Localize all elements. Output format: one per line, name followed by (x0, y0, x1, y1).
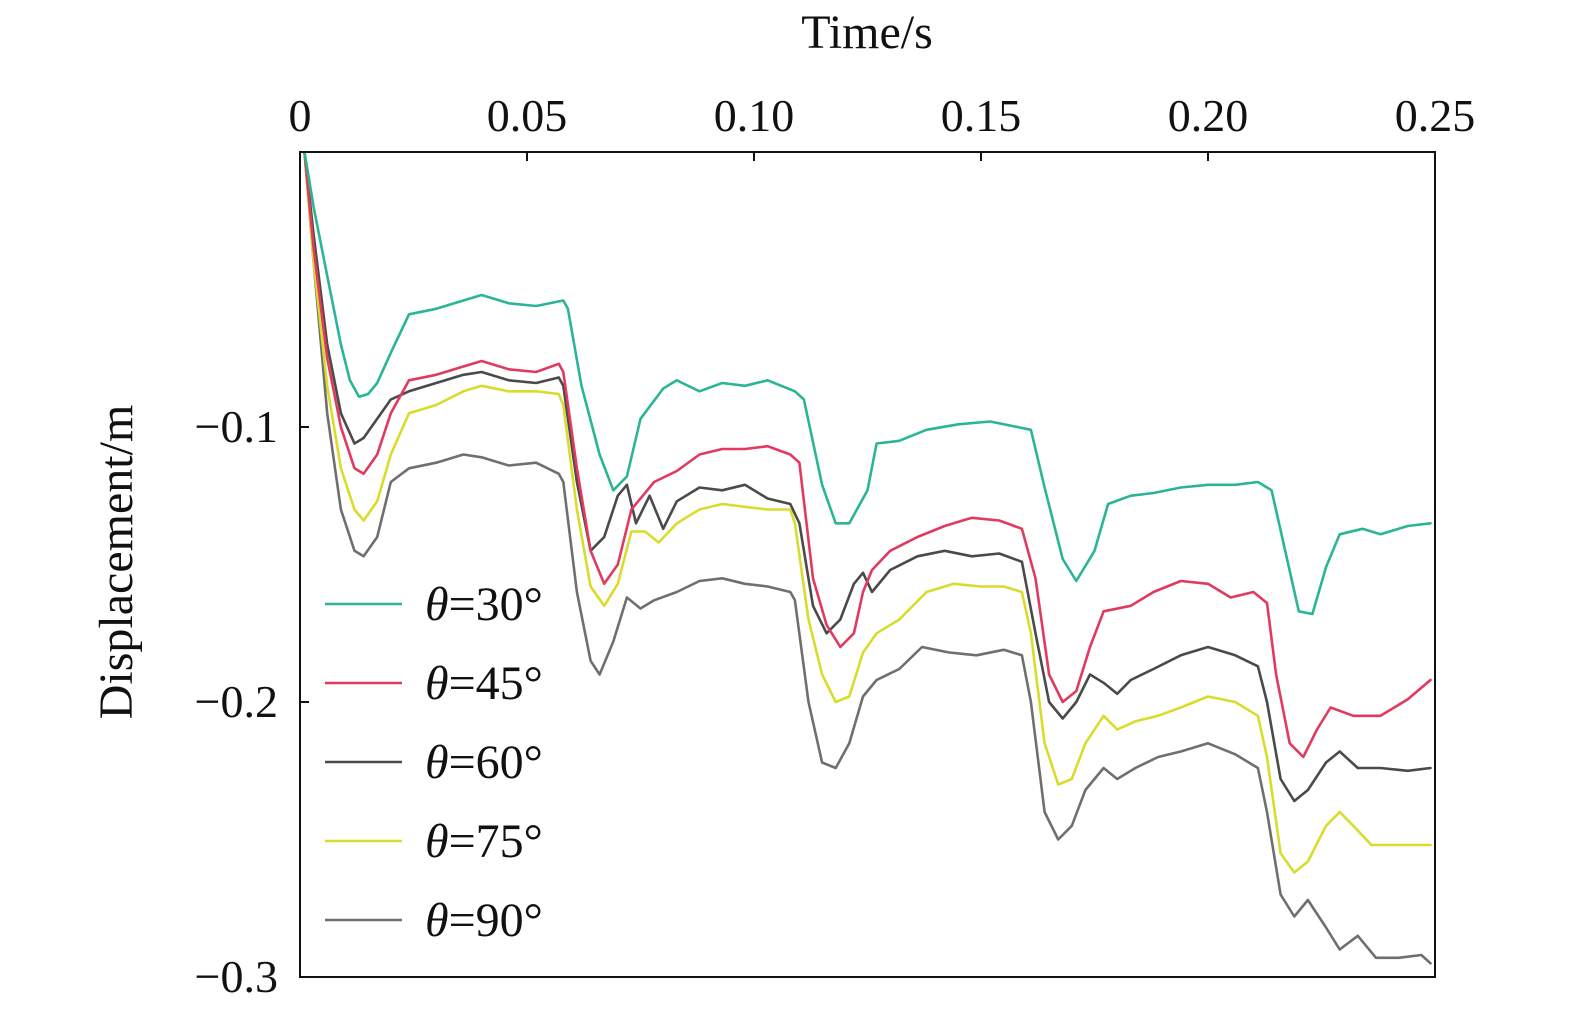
y-tick-label: −0.3 (195, 951, 278, 1002)
y-tick-label: −0.2 (195, 676, 278, 727)
series-layer (303, 152, 1432, 965)
plot-frame (299, 151, 1436, 978)
legend-theta-symbol: θ (425, 578, 449, 631)
legend-theta-symbol: θ (425, 657, 449, 710)
legend-theta-symbol: θ (425, 815, 449, 868)
x-tick-label: 0.15 (941, 90, 1022, 141)
x-tick-label: 0.25 (1395, 90, 1476, 141)
series-line-4 (303, 152, 1432, 874)
legend-label: θ=90° (425, 894, 543, 947)
x-axis-ticks: 0 0.05 0.10 0.15 0.20 0.25 (289, 90, 1476, 161)
series-line-5 (303, 152, 1432, 965)
series-line-3 (303, 152, 1432, 803)
legend-theta-symbol: θ (425, 894, 449, 947)
legend-theta-symbol: θ (425, 736, 449, 789)
legend-value: =30° (449, 578, 543, 631)
series-line-2 (303, 152, 1432, 759)
y-axis-title: Displacement/m (90, 405, 143, 720)
legend-value: =90° (449, 894, 543, 947)
x-axis-title: Time/s (801, 6, 933, 59)
x-tick-label: 0.05 (487, 90, 568, 141)
legend-label: θ=60° (425, 736, 543, 789)
x-tick-label: 0 (289, 90, 312, 141)
x-tick-label: 0.10 (714, 90, 795, 141)
legend-value: =60° (449, 736, 543, 789)
legend-label: θ=45° (425, 657, 543, 710)
y-axis-ticks: −0.1 −0.2 −0.3 (195, 401, 309, 1002)
series-line-1 (303, 152, 1432, 616)
legend-label: θ=30° (425, 578, 543, 631)
legend-value: =75° (449, 815, 543, 868)
y-tick-label: −0.1 (195, 401, 278, 452)
legend-value: =45° (449, 657, 543, 710)
x-tick-label: 0.20 (1168, 90, 1249, 141)
legend: θ=30°θ=45°θ=60°θ=75°θ=90° (325, 578, 543, 947)
legend-label: θ=75° (425, 815, 543, 868)
